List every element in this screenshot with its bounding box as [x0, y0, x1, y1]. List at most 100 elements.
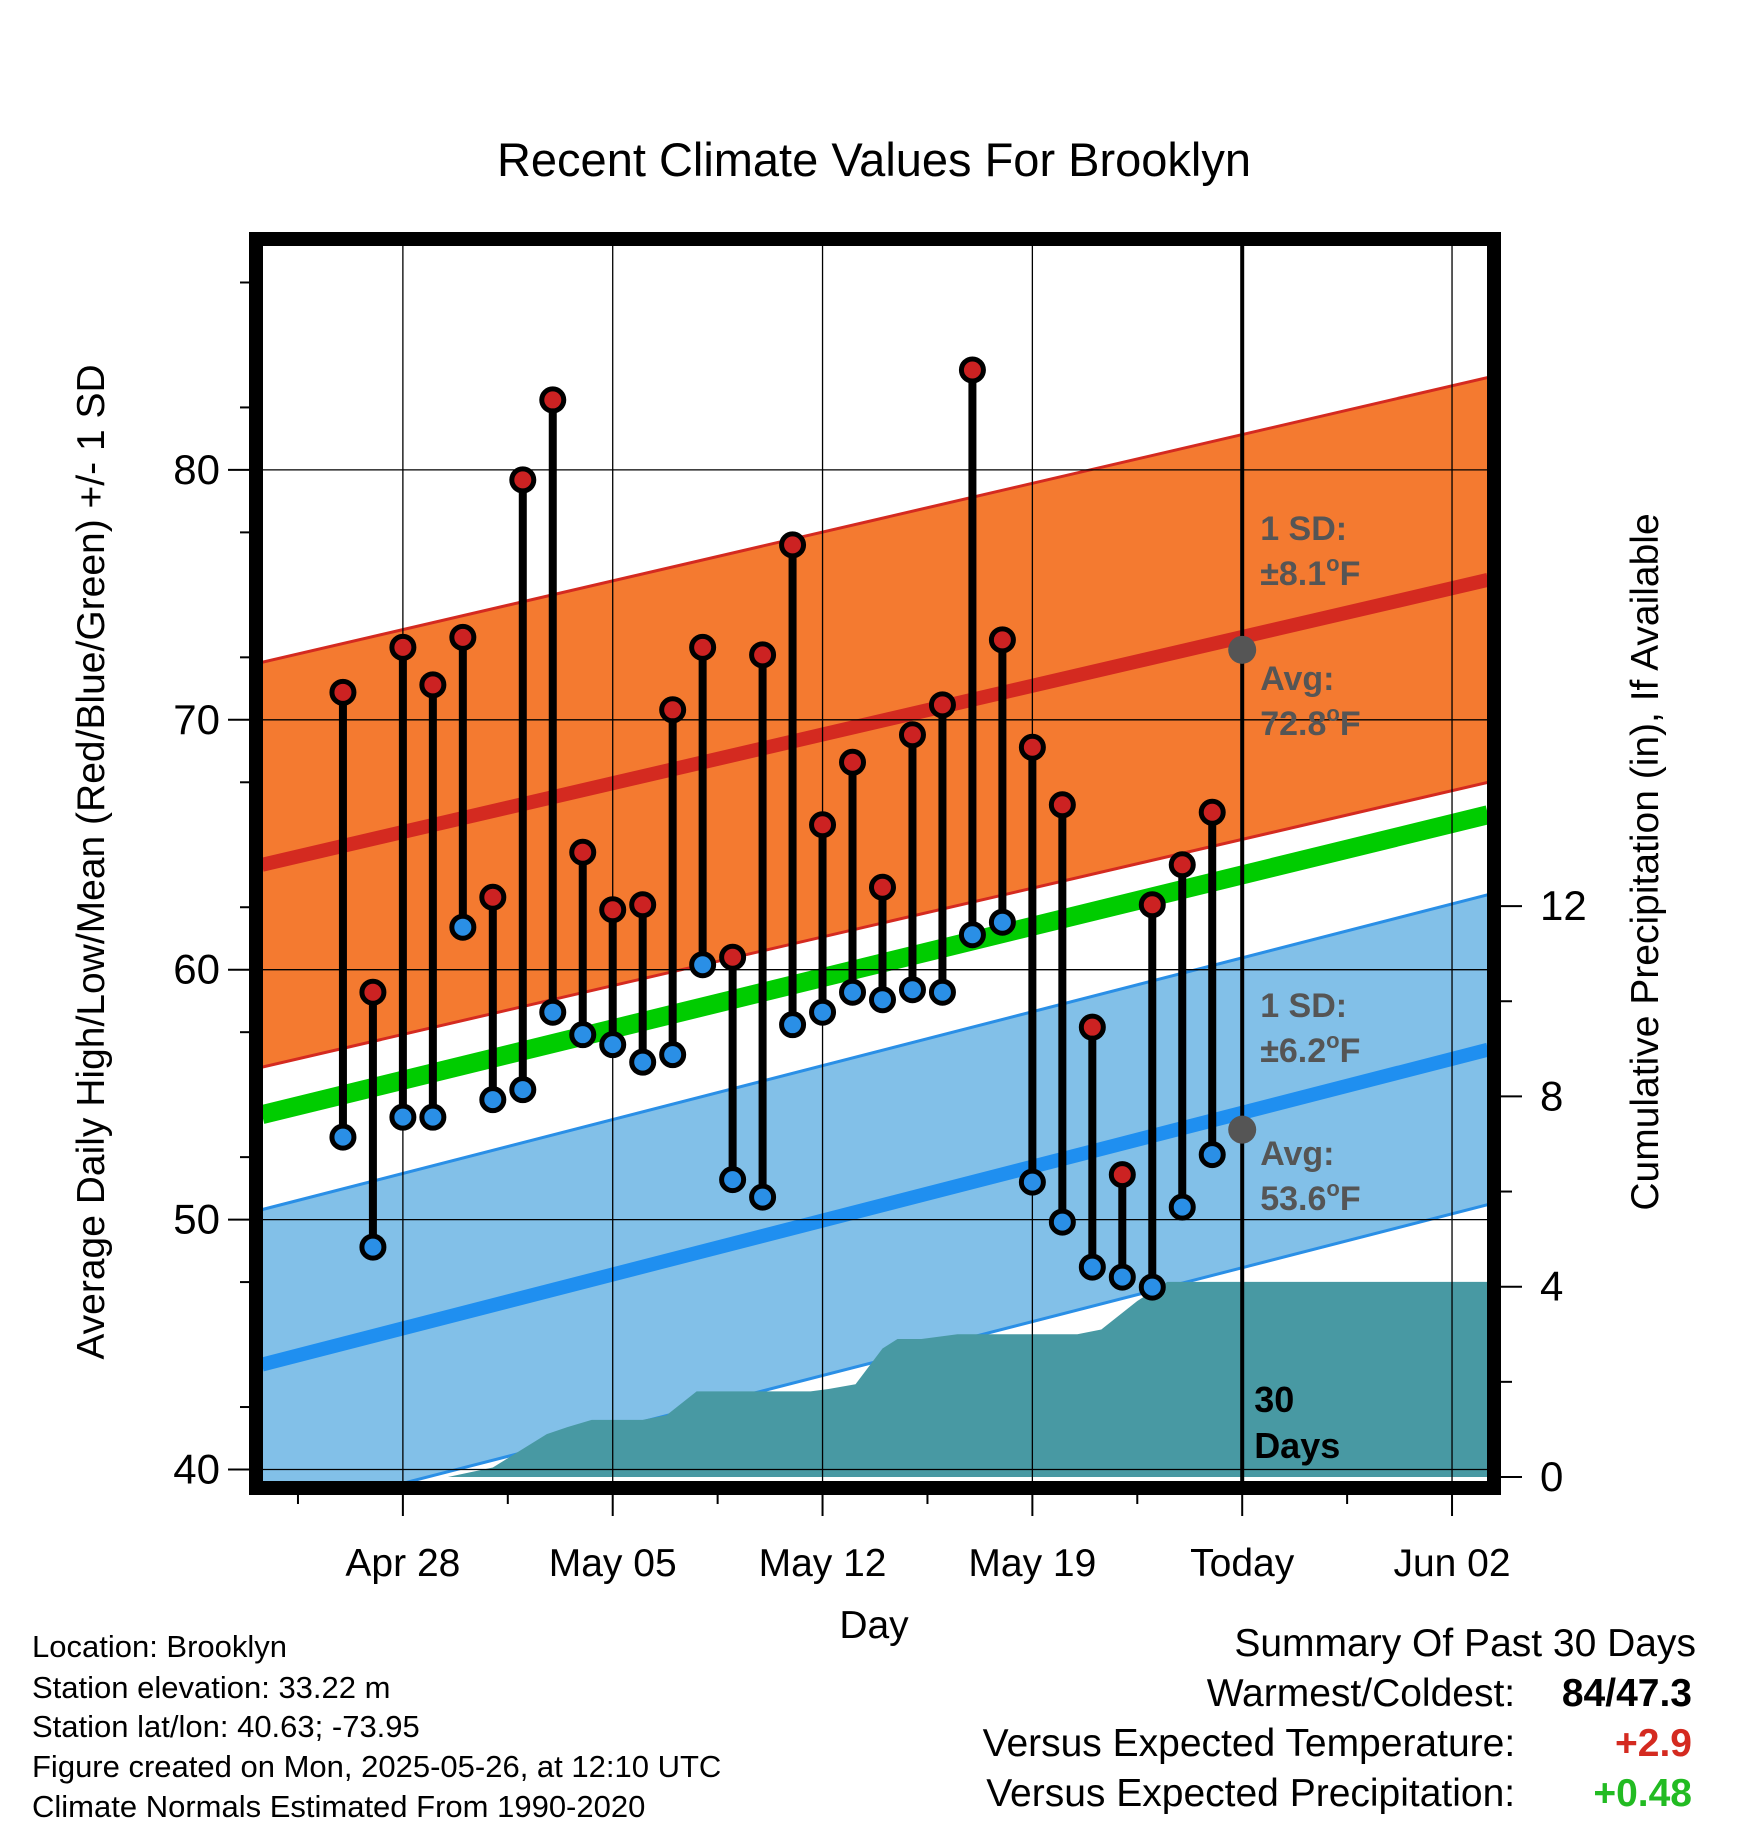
daily-low-point — [1078, 1253, 1106, 1281]
low-normal-upper-sd-line — [262, 893, 1488, 1212]
daily-low-point — [329, 1123, 357, 1151]
daily-low-point — [1198, 1141, 1226, 1169]
daily-low-point — [958, 921, 986, 949]
daily-low-point — [1018, 1168, 1046, 1196]
daily-high-point — [809, 811, 837, 839]
daily-low-point — [659, 1041, 687, 1069]
y-tick-label: 60 — [173, 946, 220, 993]
daily-high-point — [1108, 1161, 1136, 1189]
summary-temperature: Versus Expected Temperature: +2.9 — [983, 1722, 1692, 1766]
info-latlon: Station lat/lon: 40.63; -73.95 — [32, 1709, 420, 1744]
chart-title: Recent Climate Values For Brooklyn — [497, 133, 1251, 186]
daily-low-point — [868, 986, 896, 1014]
y2-tick-label: 0 — [1540, 1453, 1563, 1500]
daily-low-point — [539, 998, 567, 1026]
daily-high-point — [1018, 733, 1046, 761]
daily-low-point — [839, 978, 867, 1006]
daily-high-point — [928, 691, 956, 719]
daily-high-point — [898, 721, 926, 749]
daily-low-point — [898, 976, 926, 1004]
daily-high-point — [359, 978, 387, 1006]
y2-tick-label: 12 — [1540, 882, 1587, 929]
temperature-anomaly-value: +2.9 — [1615, 1722, 1692, 1765]
x-tick-label: May 12 — [759, 1542, 887, 1585]
daily-low-point — [449, 913, 477, 941]
x-tick-label: Apr 28 — [345, 1542, 460, 1585]
low-normal-avg-line — [262, 1042, 1488, 1372]
info-created: Figure created on Mon, 2025-05-26, at 12… — [32, 1749, 722, 1784]
y2-tick-label: 4 — [1540, 1263, 1563, 1310]
daily-high-point — [569, 838, 597, 866]
daily-high-point — [389, 633, 417, 661]
y-tick-label: 40 — [173, 1446, 220, 1493]
low-avg-value: 53.6oF — [1260, 1176, 1360, 1218]
summary-title: Summary Of Past 30 Days — [1234, 1622, 1696, 1666]
daily-high-point — [449, 623, 477, 651]
x-tick-label: Jun 02 — [1393, 1542, 1510, 1585]
y2-tick-label: 8 — [1540, 1072, 1563, 1119]
high-sd-label: 1 SD: — [1260, 510, 1347, 548]
warmest-coldest-label: Warmest/Coldest: — [1206, 1672, 1516, 1715]
daily-low-point — [749, 1183, 777, 1211]
daily-low-point — [809, 998, 837, 1026]
warmest-coldest-sep: / — [1605, 1672, 1617, 1715]
info-normals: Climate Normals Estimated From 1990-2020 — [32, 1789, 646, 1824]
daily-low-point — [389, 1103, 417, 1131]
daily-low-point — [689, 951, 717, 979]
daily-high-point — [479, 883, 507, 911]
daily-low-point — [419, 1103, 447, 1131]
mean-normal-line — [262, 805, 1488, 1124]
high-avg-value: 72.8oF — [1260, 701, 1360, 743]
y-tick-label: 50 — [173, 1196, 220, 1243]
daily-high-point — [1048, 791, 1076, 819]
summary-precipitation: Versus Expected Precipitation: +0.48 — [986, 1772, 1692, 1816]
daily-low-point — [569, 1021, 597, 1049]
daily-high-point — [719, 943, 747, 971]
low-avg-label: Avg: — [1260, 1135, 1334, 1173]
high-normal-upper-sd-line — [262, 375, 1488, 664]
x-tick-label: May 05 — [549, 1542, 677, 1585]
high-avg-label: Avg: — [1260, 660, 1334, 698]
x-tick-label: May 19 — [968, 1542, 1096, 1585]
daily-low-point — [1108, 1263, 1136, 1291]
days-label-number: 30 — [1254, 1379, 1294, 1420]
daily-high-point — [868, 873, 896, 901]
temperature-label: Versus Expected Temperature: — [982, 1722, 1516, 1765]
daily-high-point — [1168, 851, 1196, 879]
days-label-text: Days — [1254, 1425, 1340, 1466]
daily-low-point — [779, 1011, 807, 1039]
daily-low-point — [629, 1048, 657, 1076]
daily-high-point — [988, 626, 1016, 654]
low-sd-value: ±6.2oF — [1260, 1028, 1360, 1070]
daily-low-point — [1168, 1193, 1196, 1221]
daily-low-point — [1138, 1273, 1166, 1301]
daily-high-point — [1198, 798, 1226, 826]
info-elevation: Station elevation: 33.22 m — [32, 1670, 391, 1705]
today-high-avg-marker — [1228, 635, 1257, 664]
daily-low-point — [988, 908, 1016, 936]
today-low-avg-marker — [1228, 1115, 1257, 1144]
daily-high-point — [659, 696, 687, 724]
daily-low-point — [359, 1233, 387, 1261]
plot-frame — [249, 232, 1501, 1495]
daily-high-point — [839, 748, 867, 776]
x-tick-label: Today — [1190, 1542, 1295, 1585]
daily-high-point — [599, 896, 627, 924]
daily-high-point — [419, 671, 447, 699]
daily-low-point — [928, 978, 956, 1006]
daily-high-point — [629, 891, 657, 919]
y-axis-label: Average Daily High/Low/Mean (Red/Blue/Gr… — [70, 364, 113, 1359]
summary-warmest-coldest: Warmest/Coldest: 84/47.3 — [1207, 1672, 1692, 1716]
y-tick-label: 70 — [173, 696, 220, 743]
y2-axis-label: Cumulative Precipitation (in), If Availa… — [1624, 513, 1667, 1210]
warmest-coldest-value: 84/47.3 — [1552, 1672, 1692, 1716]
y-tick-label: 80 — [173, 446, 220, 493]
daily-low-point — [1048, 1208, 1076, 1236]
daily-low-point — [719, 1166, 747, 1194]
daily-high-point — [689, 633, 717, 661]
daily-low-point — [509, 1076, 537, 1104]
precipitation-anomaly-value: +0.48 — [1593, 1772, 1692, 1815]
daily-high-point — [1138, 891, 1166, 919]
daily-high-point — [329, 678, 357, 706]
